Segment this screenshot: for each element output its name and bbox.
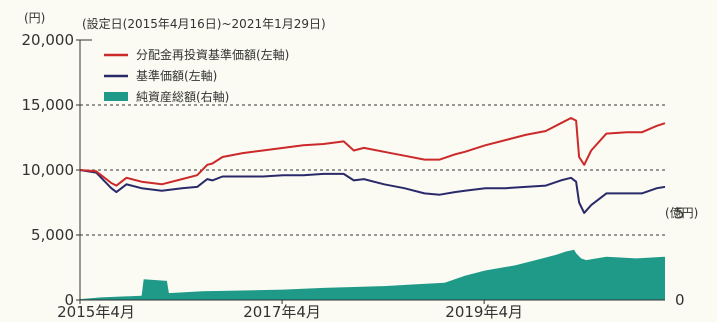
x-tick-label-1: 2017年4月 <box>243 303 321 321</box>
tick-labels: 0 5,000 10,000 15,000 20,000 0 5 2015年4月 2017年4月… <box>22 31 685 321</box>
left-tick-label-15000: 15,000 <box>22 96 75 114</box>
grid-lines <box>80 104 665 236</box>
legend-swatch-assets <box>104 92 128 101</box>
legend-label-nav: 基準価額(左軸) <box>136 68 217 83</box>
legend: 分配金再投資基準価額(左軸) 基準価額(左軸) 純資産総額(右軸) <box>104 47 289 104</box>
area-layer <box>80 249 665 300</box>
left-tick-label-5000: 5,000 <box>31 226 74 244</box>
right-axis-unit: (億円) <box>665 206 698 220</box>
right-tick-label-5: 5 <box>675 204 685 222</box>
axes <box>76 39 665 304</box>
chart-title: (設定日(2015年4月16日)~2021年1月29日) <box>82 16 326 31</box>
left-tick-label-0: 0 <box>64 291 74 309</box>
right-tick-label-0: 0 <box>675 291 685 309</box>
series-reinvested-line <box>79 117 666 187</box>
x-tick-label-2: 2019年4月 <box>445 303 523 321</box>
x-tick-label-0: 2015年4月 <box>57 303 135 321</box>
left-tick-label-10000: 10,000 <box>22 161 75 179</box>
legend-label-reinvested: 分配金再投資基準価額(左軸) <box>136 47 289 62</box>
line-layer <box>79 117 666 214</box>
series-nav-line <box>79 169 666 214</box>
left-axis-unit: (円) <box>24 11 45 25</box>
series-net-assets-area <box>80 249 665 300</box>
left-tick-label-20000: 20,000 <box>22 31 75 49</box>
legend-label-assets: 純資産総額(右軸) <box>136 89 229 104</box>
